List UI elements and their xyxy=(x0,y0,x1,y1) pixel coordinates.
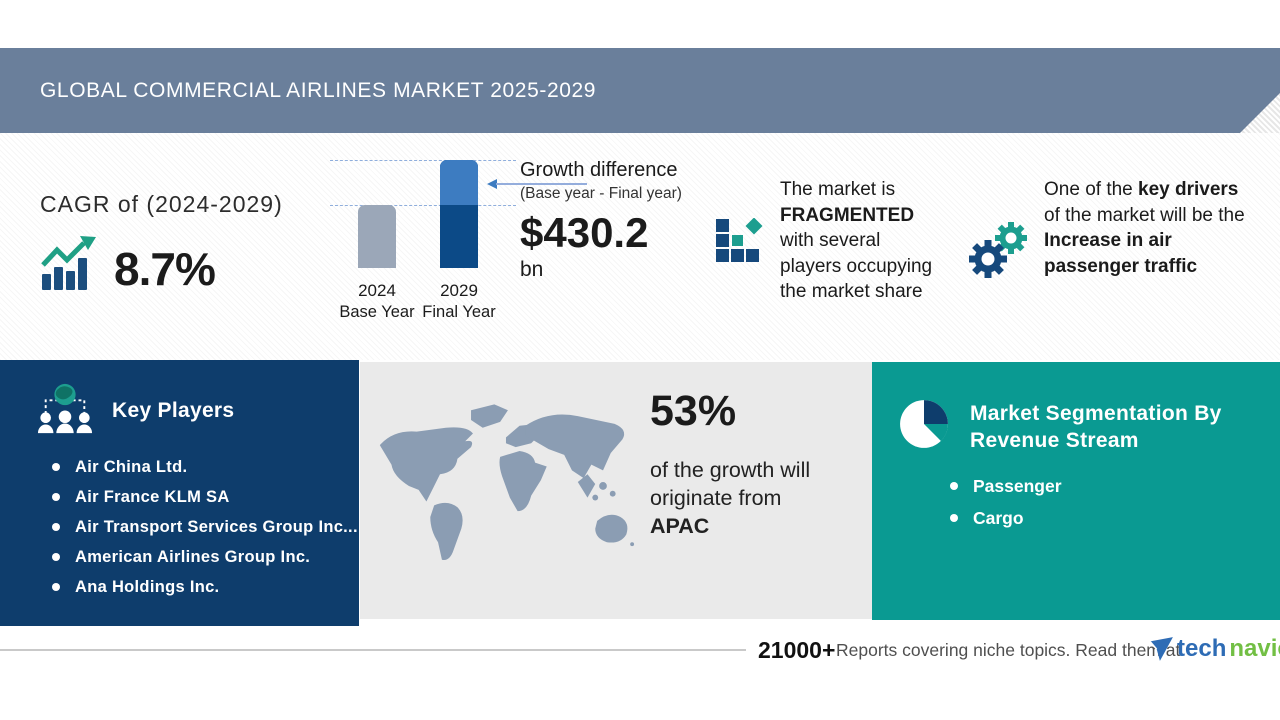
bullet-icon xyxy=(52,553,60,561)
regional-growth-panel: 53% of the growth will originate from AP… xyxy=(360,362,872,619)
bar-2024-label: 2024 Base Year xyxy=(339,281,415,321)
market-structure-text: The market is FRAGMENTED with several pl… xyxy=(780,179,933,302)
brand-navio: navio xyxy=(1229,635,1280,662)
fragmented-blocks-icon xyxy=(716,218,763,262)
bullet-icon xyxy=(52,493,60,501)
gridline-final-year xyxy=(330,160,516,161)
key-driver-section: One of the key drivers of the market wil… xyxy=(966,177,1266,281)
brand-tech: tech xyxy=(1177,635,1227,662)
bar-2029-growth-segment xyxy=(440,160,478,205)
bullet-icon xyxy=(52,583,60,591)
bar-2024 xyxy=(358,205,396,268)
bullet-icon xyxy=(950,514,958,522)
page-title: GLOBAL COMMERCIAL AIRLINES MARKET 2025-2… xyxy=(40,78,597,102)
bar-2029-label: 2029 Final Year xyxy=(422,281,496,321)
segmentation-title: Market Segmentation By Revenue Stream xyxy=(970,402,1222,452)
reports-count: 21000+ xyxy=(758,637,836,663)
gridline-base-year xyxy=(330,205,516,206)
divider xyxy=(0,649,746,651)
apac-region-label: APAC xyxy=(650,514,710,538)
key-players-title: Key Players xyxy=(112,398,235,422)
detail-panels-row: Key Players Air China Ltd. Air France KL… xyxy=(0,360,1280,626)
world-map xyxy=(379,404,635,560)
footer: 21000+ Reports covering niche topics. Re… xyxy=(0,626,1280,720)
bullet-icon xyxy=(950,482,958,490)
cagr-label: CAGR of (2024-2029) xyxy=(40,191,283,217)
growth-difference-arrow xyxy=(487,178,587,190)
org-chart-globe-people-icon xyxy=(37,383,93,434)
list-item: American Airlines Group Inc. xyxy=(52,542,358,572)
growth-difference-title: Growth difference xyxy=(520,159,678,181)
bullet-icon xyxy=(52,523,60,531)
key-players-panel: Key Players Air China Ltd. Air France KL… xyxy=(0,360,359,626)
summary-row: CAGR of (2024-2029) 8.7% xyxy=(0,133,1280,360)
technavio-logo[interactable]: technavio™ xyxy=(1148,635,1280,663)
growth-trend-chart-icon xyxy=(41,236,96,290)
cagr-value: 8.7% xyxy=(114,242,216,295)
pie-chart-icon xyxy=(900,400,948,448)
apac-share-value: 53% xyxy=(650,387,737,435)
list-item: Air China Ltd. xyxy=(52,452,358,482)
list-item: Air France KLM SA xyxy=(52,482,358,512)
bullet-icon xyxy=(52,463,60,471)
regional-growth-text: 53% of the growth will originate from AP… xyxy=(650,387,811,539)
gears-icon xyxy=(969,222,1027,278)
growth-difference-subtitle: (Base year - Final year) xyxy=(520,185,682,202)
segmentation-list: Passenger Cargo xyxy=(950,470,1062,534)
list-item: Passenger xyxy=(950,470,1062,502)
growth-difference-unit: bn xyxy=(520,258,544,282)
cagr-section: CAGR of (2024-2029) 8.7% xyxy=(40,191,283,295)
bar-2029 xyxy=(440,160,478,268)
key-driver-text: One of the key drivers of the market wil… xyxy=(1044,179,1245,277)
title-banner: GLOBAL COMMERCIAL AIRLINES MARKET 2025-2… xyxy=(0,48,1280,133)
banner-corner-decoration xyxy=(1240,93,1280,133)
market-size-chart: 2024 Base Year 2029 Final Year xyxy=(330,133,530,323)
key-players-list: Air China Ltd. Air France KLM SA Air Tra… xyxy=(52,452,358,602)
growth-difference-value: $430.2 xyxy=(520,209,649,256)
market-structure-section: The market is FRAGMENTED with several pl… xyxy=(716,177,961,305)
footer-message: Reports covering niche topics. Read them… xyxy=(836,640,1181,660)
paper-plane-icon xyxy=(1149,637,1173,661)
list-item: Air Transport Services Group Inc... xyxy=(52,512,358,542)
segmentation-panel: Market Segmentation By Revenue Stream Pa… xyxy=(872,362,1280,620)
list-item: Cargo xyxy=(950,502,1062,534)
growth-difference-section: Growth difference (Base year - Final yea… xyxy=(520,157,770,282)
list-item: Ana Holdings Inc. xyxy=(52,572,358,602)
